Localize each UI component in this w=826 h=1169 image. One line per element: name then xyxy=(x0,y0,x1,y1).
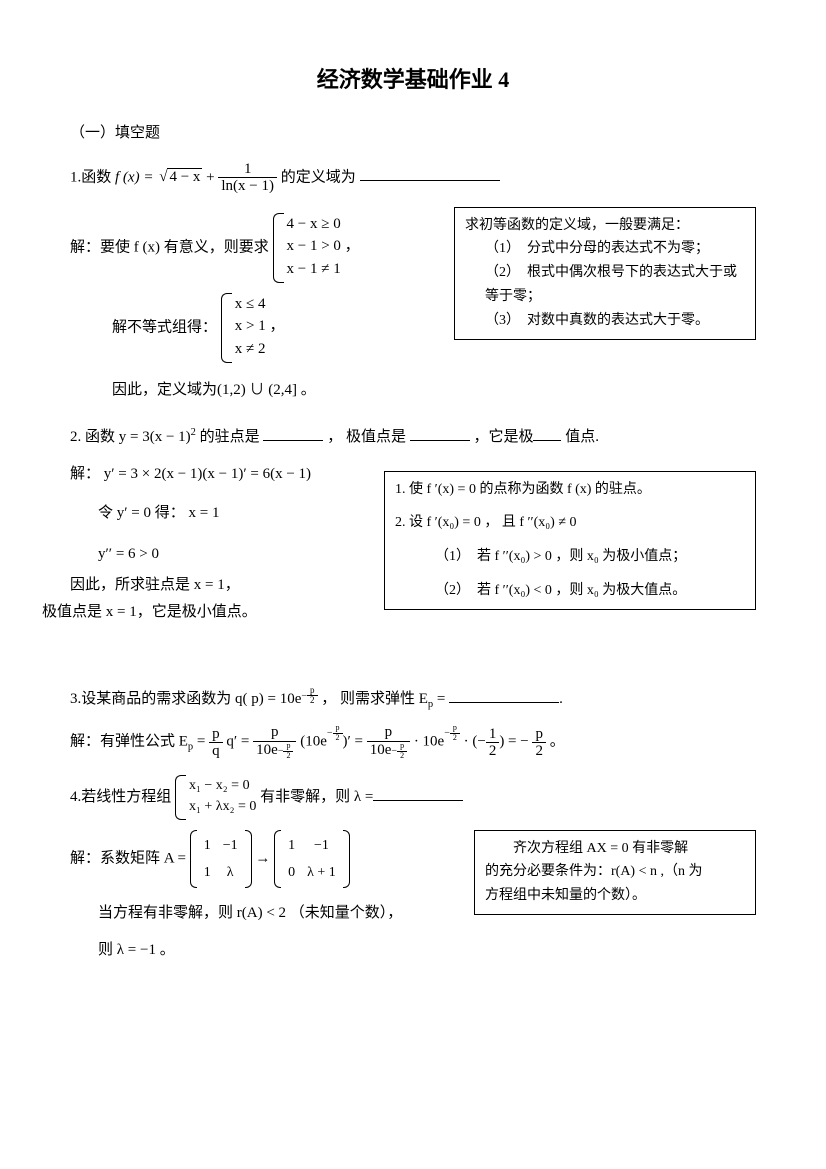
q4s-lead: 解：系数矩阵 A = xyxy=(70,850,190,866)
f1d: q xyxy=(209,743,223,760)
q2-solution: 解： y′ = 3 × 2(x − 1)(x − 1)′ = 6(x − 1) … xyxy=(70,461,370,626)
q4s-line3: 则 λ = −1 。 xyxy=(98,937,430,964)
hint2-i1: 1. 使 f ′(x) = 0 的点称为函数 f (x) 的驻点。 xyxy=(395,478,745,502)
q2-sol-l4: 因此，所求驻点是 x = 1， xyxy=(70,572,370,599)
hint1-item-3: （3） 对数中真数的表达式大于零。 xyxy=(485,309,745,333)
q2-sol-l2: 令 y′ = 0 得： x = 1 xyxy=(98,500,370,527)
q2b: 的驻点是 xyxy=(200,429,264,445)
q4-lead: 4.若线性方程组 xyxy=(70,789,171,805)
q3-solution: 解：有弹性公式 Ep = pq q′ = p10e−p2 (10e−p2)′ =… xyxy=(70,724,756,760)
hint1-title: 求初等函数的定义域，一般要满足： xyxy=(465,214,745,238)
hint-box-2: 1. 使 f ′(x) = 0 的点称为函数 f (x) 的驻点。 2. 设 f… xyxy=(384,471,756,610)
q3-eq: = xyxy=(437,691,449,707)
q1-func: f (x) = xyxy=(115,169,157,185)
f4n: p xyxy=(532,726,546,744)
q4-l2: x₁ + λx₂ = 0 xyxy=(189,796,256,817)
q3-exp: −p2 xyxy=(301,686,317,707)
q1-conclusion: 因此，定义域为(1,2) ∪ (2,4] 。 xyxy=(112,377,756,404)
section-heading: （一）填空题 xyxy=(70,120,756,147)
q1-cond-1: 4 − x ≥ 0 xyxy=(287,213,360,236)
blank-input[interactable] xyxy=(360,165,500,181)
arrow-icon: → xyxy=(255,850,274,866)
blank-input[interactable] xyxy=(449,687,559,703)
hint-box-3: 齐次方程组 AX = 0 有非零解 的充分必要条件为：r(A) < n ,（n … xyxy=(474,830,756,915)
q1-res-3: x ≠ 2 xyxy=(235,338,285,361)
dot10e: · 10e xyxy=(414,734,444,750)
question-1: 1.函数 f (x) = 4 − x + 1 ln(x − 1) 的定义域为 xyxy=(70,161,756,195)
qprime: q′ = xyxy=(226,734,253,750)
q2-sol-l1: 解： y′ = 3 × 2(x − 1)(x − 1)′ = 6(x − 1) xyxy=(70,461,370,488)
q2-sup: 2 xyxy=(191,427,196,438)
f3d: 10e−p2 xyxy=(367,742,410,761)
q1-den: ln(x − 1) xyxy=(218,178,277,195)
dot2: · (− xyxy=(464,734,486,750)
q3-lead: 3.设某商品的需求函数为 q( p) = 10e xyxy=(70,691,301,707)
q2-sol-l5: 极值点是 x = 1，它是极小值点。 xyxy=(42,599,370,626)
q3-sub: p xyxy=(428,699,433,710)
hint3-l2: 的充分必要条件为：r(A) < n ,（n 为 xyxy=(485,860,745,884)
q1-sol-lead: 解：要使 f (x) 有意义，则要求 xyxy=(70,239,269,255)
hint3-l1: 齐次方程组 AX = 0 有非零解 xyxy=(485,837,745,861)
halfn: 1 xyxy=(486,726,500,744)
q1-mid-text: 解不等式组得： xyxy=(112,319,217,335)
question-4: 4.若线性方程组 x₁ − x₂ = 0 x₁ + λx₂ = 0 有非零解，则… xyxy=(70,775,756,820)
blank-input[interactable] xyxy=(533,425,561,441)
halfd: 2 xyxy=(486,743,500,760)
end: 。 xyxy=(550,734,565,750)
question-2: 2. 函数 y = 3(x − 1)2 的驻点是 ， 极值点是 ，它是极 值点. xyxy=(70,424,756,451)
f3n: p xyxy=(367,724,410,742)
q4s-line2: 当方程有非零解，则 r(A) < 2 （未知量个数）， xyxy=(98,900,430,927)
q2a: 2. 函数 y = 3(x − 1) xyxy=(70,429,191,445)
q1-res-2: x > 1 ， xyxy=(235,315,285,338)
q1-radicand: 4 − x xyxy=(167,168,202,185)
hint2-i3: （1） 若 f ′′(x₀) > 0 ，则 x₀ 为极小值点； xyxy=(435,545,745,569)
q2d: ，它是极 xyxy=(473,429,533,445)
hint3-l3: 方程组中未知量的个数）。 xyxy=(485,884,745,908)
q2-sol-l3: y′′ = 6 > 0 xyxy=(98,541,370,568)
q2e: 值点. xyxy=(565,429,599,445)
page-title: 经济数学基础作业 4 xyxy=(70,60,756,100)
q1-label: 1.函数 xyxy=(70,169,111,185)
q1-solution: 解：要使 f (x) 有意义，则要求 4 − x ≥ 0 x − 1 > 0 ，… xyxy=(70,213,400,283)
question-3: 3.设某商品的需求函数为 q( p) = 10e−p2 ， 则需求弹性 Ep =… xyxy=(70,686,756,715)
matrix-2: 1−1 0λ + 1 xyxy=(274,830,350,888)
brace-icon: 4 − x ≥ 0 x − 1 > 0 ， x − 1 ≠ 1 xyxy=(273,213,360,283)
close: ) = − xyxy=(499,734,528,750)
hint1-item-2: （2） 根式中偶次根号下的表达式大于或等于零； xyxy=(485,261,745,309)
q1-res-1: x ≤ 4 xyxy=(235,293,285,316)
pclose: )′ = xyxy=(343,734,367,750)
q3-exp-den: 2 xyxy=(307,696,318,706)
hint-box-1: 求初等函数的定义域，一般要满足： （1） 分式中分母的表达式不为零； （2） 根… xyxy=(454,207,756,340)
q1-fraction: 1 ln(x − 1) xyxy=(218,161,277,195)
q3s-sub: p xyxy=(188,742,193,753)
blank-input[interactable] xyxy=(410,425,470,441)
q4-l1: x₁ − x₂ = 0 xyxy=(189,775,256,796)
plus: + xyxy=(206,169,218,185)
q1-cond-2: x − 1 > 0 ， xyxy=(287,235,360,258)
blank-input[interactable] xyxy=(263,425,323,441)
q1-cond-3: x − 1 ≠ 1 xyxy=(287,258,360,281)
period: . xyxy=(559,691,563,707)
f2d: 10e−p2 xyxy=(253,742,296,761)
q1-tail: 的定义域为 xyxy=(281,169,360,185)
f4d: 2 xyxy=(532,743,546,760)
hint1-item-1: （1） 分式中分母的表达式不为零； xyxy=(485,237,745,261)
q3s-lead: 解：有弹性公式 E xyxy=(70,734,188,750)
matrix-1: 1−1 1λ xyxy=(190,830,252,888)
q4-mid: 有非零解，则 λ = xyxy=(260,789,373,805)
f1n: p xyxy=(209,726,223,744)
popen: (10e xyxy=(300,734,327,750)
q3-mid: ， 则需求弹性 E xyxy=(321,691,428,707)
q2c: ， 极值点是 xyxy=(327,429,410,445)
q4-solution: 解：系数矩阵 A = 1−1 1λ → 1−1 0λ + 1 当方程有非零解，则… xyxy=(70,830,430,964)
hint2-i4: （2） 若 f ′′(x₀) < 0 ，则 x₀ 为极大值点。 xyxy=(435,579,745,603)
brace-icon: x ≤ 4 x > 1 ， x ≠ 2 xyxy=(221,293,285,363)
q1-num: 1 xyxy=(218,161,277,179)
hint2-i2: 2. 设 f ′(x₀) = 0 ， 且 f ′′(x₀) ≠ 0 xyxy=(395,511,745,535)
f2n: p xyxy=(253,724,296,742)
eq: = xyxy=(197,734,209,750)
sqrt-icon: 4 − x xyxy=(157,164,202,191)
blank-input[interactable] xyxy=(373,785,463,801)
brace-icon: x₁ − x₂ = 0 x₁ + λx₂ = 0 xyxy=(175,775,256,820)
